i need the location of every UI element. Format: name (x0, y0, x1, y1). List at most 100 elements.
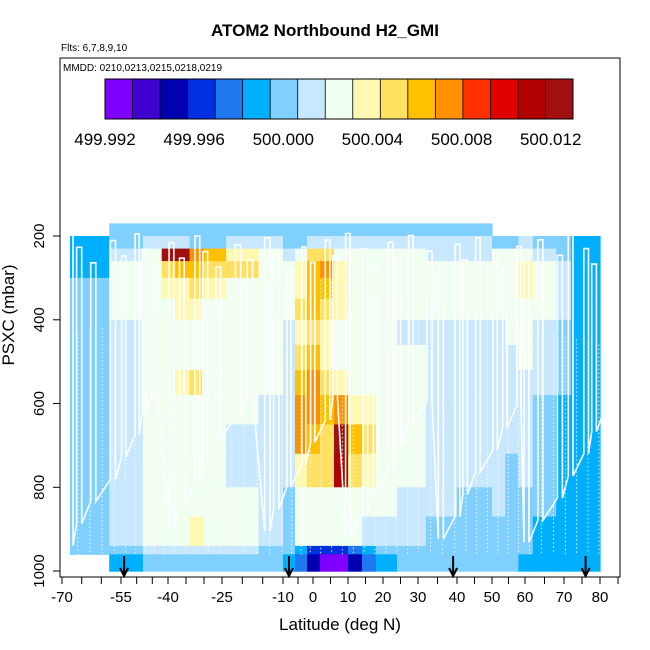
heatmap-cell (348, 516, 363, 547)
heatmap-cell (189, 248, 205, 262)
heatmap-cell (307, 223, 321, 237)
heatmap-cell (492, 370, 506, 396)
flight-track-line (67, 231, 611, 547)
colorbar-tick-label: 500.008 (431, 130, 492, 149)
heatmap-cell (334, 516, 349, 547)
heatmap-cell (348, 370, 363, 396)
heatmap-cell (226, 248, 260, 262)
heatmap-cell (189, 545, 205, 555)
colorbar-swatch (187, 79, 216, 119)
heatmap-cell (283, 248, 296, 262)
heatmap-cell (334, 545, 349, 555)
heatmap-cell (518, 554, 534, 572)
heatmap-cell (348, 277, 363, 300)
heatmap-cell (307, 319, 321, 346)
heatmap-cell (425, 261, 458, 279)
colorbar-swatch (215, 79, 244, 119)
heatmap-cell (425, 223, 458, 237)
heatmap-cell (397, 545, 427, 555)
heatmap-cell (204, 236, 227, 250)
heatmap-cell (258, 319, 284, 346)
y-tick-label: 200 (31, 223, 48, 248)
heatmap-cell (161, 516, 176, 547)
heatmap-cell (397, 248, 427, 262)
heatmap-cell (189, 554, 205, 572)
heatmap-cell (258, 236, 284, 250)
x-tick-label: 10 (340, 589, 357, 606)
heatmap-cell (258, 545, 284, 555)
heatmap-cell (204, 554, 227, 572)
x-tick-label: -25 (211, 589, 233, 606)
heatmap-cell (425, 277, 458, 300)
heatmap-cell (376, 424, 398, 455)
y-axis: 200 400 600 800 1000 (31, 223, 60, 588)
heatmap-cell (320, 223, 335, 237)
heatmap-cell (307, 344, 321, 371)
heatmap-cell (505, 516, 519, 547)
heatmap-cell (505, 554, 519, 572)
arrow-markers (119, 556, 591, 579)
heatmap-cell (283, 223, 296, 237)
heatmap-cell (175, 344, 191, 371)
heatmap-cell (397, 554, 427, 572)
arrow-head (284, 567, 294, 579)
colorbar-tick-label: 500.000 (253, 130, 314, 149)
heatmap-cell (189, 516, 205, 547)
heatmap-cell (109, 516, 144, 547)
heatmap-cell (571, 261, 601, 279)
heatmap-cell (532, 248, 557, 262)
y-tick-label: 600 (31, 391, 48, 416)
heatmap-cell (348, 319, 363, 346)
heatmap-cell (283, 344, 296, 371)
heatmap-cell (556, 344, 572, 371)
heatmap-cell (226, 298, 260, 321)
heatmap-cell (226, 223, 260, 237)
heatmap-cell (175, 453, 191, 488)
heatmap-cell (175, 236, 191, 250)
heatmap-cell (505, 395, 519, 425)
heatmap-cell (258, 424, 284, 455)
colorbar-swatch (407, 79, 436, 119)
heatmap-cell (457, 248, 493, 262)
heatmap-cell (425, 344, 458, 371)
heatmap-cell (362, 248, 377, 262)
heatmap-cell (226, 545, 260, 555)
heatmap-cell (348, 424, 363, 455)
heatmap-cell (142, 248, 163, 262)
heatmap-cell (505, 248, 519, 262)
heatmap-cell (492, 424, 506, 455)
heatmap-cell (109, 487, 144, 518)
heatmap-cell (571, 487, 601, 518)
heatmap-cell (362, 223, 377, 237)
x-tick-label: 50 (484, 589, 501, 606)
heatmap-cell (307, 248, 321, 262)
heatmap-cell (189, 370, 205, 396)
heatmap-cell (348, 236, 363, 250)
heatmap-cell (307, 298, 321, 321)
heatmap-cell (258, 453, 284, 488)
colorbar-swatch (435, 79, 464, 119)
heatmap-cell (492, 554, 506, 572)
heatmap-cell (505, 261, 519, 279)
heatmap-cell (334, 319, 349, 346)
heatmap-cell (283, 277, 296, 300)
heatmap-cell (258, 344, 284, 371)
heatmap-cell (505, 424, 519, 455)
dates-label: MMDD: 0210,0213,0215,0218,0219 (63, 63, 222, 74)
heatmap-cell (397, 424, 427, 455)
heatmap-cell (307, 516, 321, 547)
heatmap-cell (376, 261, 398, 279)
heatmap-cell (556, 319, 572, 346)
heatmap-cell (348, 248, 363, 262)
heatmap-cell (307, 554, 321, 572)
heatmap-cell (226, 424, 260, 455)
heatmap-cell (571, 545, 601, 555)
heatmap-cell (492, 236, 506, 250)
colorbar-tick-label: 500.012 (520, 130, 581, 149)
heatmap-cell (283, 236, 296, 250)
heatmap-cell (556, 516, 572, 547)
colorbar-swatch (105, 79, 133, 119)
heatmap-cell (492, 487, 506, 518)
heatmap-cell (425, 370, 458, 396)
